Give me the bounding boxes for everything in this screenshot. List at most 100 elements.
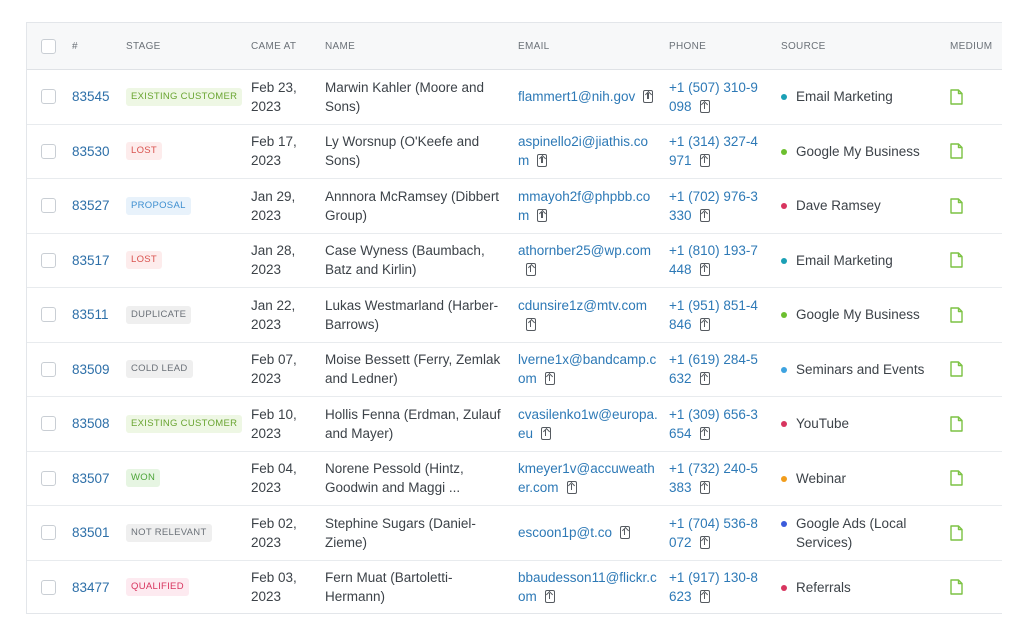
email-link[interactable]: bbaudesson11@flickr.com <box>518 570 657 605</box>
copy-phone-icon[interactable] <box>699 154 710 168</box>
email-wrap: flammert1@nih.gov <box>518 87 654 106</box>
select-all-checkbox[interactable] <box>41 38 56 54</box>
lead-id-link[interactable]: 83501 <box>72 525 110 541</box>
phone-link[interactable]: +1 (702) 976-3330 <box>669 188 758 223</box>
column-header-medium[interactable]: MEDIUM <box>950 40 993 52</box>
phone-link[interactable]: +1 (507) 310-9098 <box>669 79 758 114</box>
came-at-year: 2023 <box>251 316 282 332</box>
phone-link[interactable]: +1 (917) 130-8623 <box>669 570 758 605</box>
table-row[interactable]: 83511 DUPLICATE Jan 22, 2023 Lukas Westm… <box>27 288 1002 343</box>
column-header-number[interactable]: # <box>72 40 78 52</box>
lead-id-cell: 83511 <box>72 288 109 342</box>
phone-link[interactable]: +1 (704) 536-8072 <box>669 515 758 550</box>
email-link[interactable]: lverne1x@bandcamp.com <box>518 352 657 387</box>
email-link[interactable]: cvasilenko1w@europa.eu <box>518 406 658 441</box>
document-icon[interactable] <box>950 89 963 105</box>
copy-phone-icon[interactable] <box>699 372 710 386</box>
email-link[interactable]: aspinello2i@jiathis.com <box>518 134 649 169</box>
source-dot <box>781 203 787 210</box>
copy-email-icon[interactable] <box>620 526 631 540</box>
came-at-value: Feb 02, 2023 <box>251 514 297 552</box>
row-checkbox[interactable] <box>41 198 56 214</box>
document-icon[interactable] <box>950 525 963 541</box>
copy-email-icon[interactable] <box>544 590 555 604</box>
row-checkbox[interactable] <box>41 252 56 268</box>
copy-phone-icon[interactable] <box>699 590 710 604</box>
copy-phone-icon[interactable] <box>699 99 710 113</box>
copy-phone-icon[interactable] <box>699 426 710 440</box>
document-icon[interactable] <box>950 307 963 323</box>
table-row[interactable]: 83530 LOST Feb 17, 2023 Ly Worsnup (O'Ke… <box>27 125 1002 179</box>
phone-link[interactable]: +1 (732) 240-5383 <box>669 461 758 496</box>
table-row[interactable]: 83508 EXISTING CUSTOMER Feb 10, 2023 Hol… <box>27 397 1002 452</box>
lead-id-link[interactable]: 83527 <box>72 198 110 214</box>
document-icon[interactable] <box>950 252 963 268</box>
table-row[interactable]: 83527 PROPOSAL Jan 29, 2023 Annnora McRa… <box>27 179 1002 234</box>
document-icon[interactable] <box>950 198 963 214</box>
stage-cell: WON <box>126 452 161 506</box>
name-cell: Hollis Fenna (Erdman, Zulauf and Mayer) <box>325 397 503 451</box>
row-checkbox[interactable] <box>41 525 56 541</box>
table-row[interactable]: 83545 EXISTING CUSTOMER Feb 23, 2023 Mar… <box>27 70 1002 125</box>
email-link[interactable]: mmayoh2f@phpbb.com <box>518 188 651 223</box>
document-icon[interactable] <box>950 470 963 486</box>
row-checkbox[interactable] <box>41 361 56 377</box>
table-row[interactable]: 83507 WON Feb 04, 2023 Norene Pessold (H… <box>27 452 1002 506</box>
source-cell: YouTube <box>781 397 931 451</box>
lead-id-link[interactable]: 83509 <box>72 361 110 377</box>
column-header-stage[interactable]: STAGE <box>126 40 161 52</box>
copy-email-icon[interactable] <box>544 372 555 386</box>
email-link[interactable]: athornber25@wp.com <box>518 243 652 259</box>
stage-badge: PROPOSAL <box>126 196 191 215</box>
row-checkbox[interactable] <box>41 307 56 323</box>
phone-link[interactable]: +1 (314) 327-4971 <box>669 134 758 169</box>
document-icon[interactable] <box>950 579 963 595</box>
table-row[interactable]: 83501 NOT RELEVANT Feb 02, 2023 Stephine… <box>27 506 1002 561</box>
column-header-phone[interactable]: PHONE <box>669 40 707 52</box>
copy-email-icon[interactable] <box>566 481 577 495</box>
copy-email-icon[interactable] <box>537 208 548 222</box>
document-icon[interactable] <box>950 143 963 159</box>
lead-id-link[interactable]: 83530 <box>72 143 110 159</box>
lead-id-link[interactable]: 83511 <box>72 307 109 323</box>
document-icon[interactable] <box>950 416 963 432</box>
row-checkbox[interactable] <box>41 89 56 105</box>
lead-id-link[interactable]: 83508 <box>72 416 110 432</box>
copy-email-icon[interactable] <box>541 426 552 440</box>
column-header-name[interactable]: NAME <box>325 40 356 52</box>
phone-link[interactable]: +1 (619) 284-5632 <box>669 352 758 387</box>
copy-phone-icon[interactable] <box>699 317 710 331</box>
email-link[interactable]: kmeyer1v@accuweather.com <box>518 461 655 496</box>
document-icon[interactable] <box>950 361 963 377</box>
source-dot <box>781 366 787 373</box>
copy-email-icon[interactable] <box>526 317 536 331</box>
email-link[interactable]: cdunsire1z@mtv.com <box>518 297 647 313</box>
copy-email-icon[interactable] <box>526 263 536 277</box>
copy-phone-icon[interactable] <box>699 481 710 495</box>
phone-link[interactable]: +1 (810) 193-7448 <box>669 243 758 278</box>
phone-wrap: +1 (309) 656-3654 <box>669 405 765 443</box>
row-checkbox[interactable] <box>41 579 56 595</box>
lead-id-link[interactable]: 83517 <box>72 252 110 268</box>
lead-id-link[interactable]: 83477 <box>72 579 110 595</box>
copy-phone-icon[interactable] <box>699 535 710 549</box>
row-checkbox[interactable] <box>41 470 56 486</box>
row-checkbox[interactable] <box>41 143 56 159</box>
column-header-came-at[interactable]: CAME AT <box>251 40 297 52</box>
email-link[interactable]: flammert1@nih.gov <box>518 89 636 105</box>
table-row[interactable]: 83517 LOST Jan 28, 2023 Case Wyness (Bau… <box>27 234 1002 288</box>
table-row[interactable]: 83477 QUALIFIED Feb 03, 2023 Fern Muat (… <box>27 561 1002 614</box>
lead-id-link[interactable]: 83545 <box>72 89 110 105</box>
row-checkbox[interactable] <box>41 416 56 432</box>
table-row[interactable]: 83509 COLD LEAD Feb 07, 2023 Moise Besse… <box>27 343 1002 397</box>
phone-link[interactable]: +1 (951) 851-4846 <box>669 297 758 332</box>
copy-email-icon[interactable] <box>643 90 654 104</box>
column-header-email[interactable]: EMAIL <box>518 40 550 52</box>
lead-id-link[interactable]: 83507 <box>72 470 110 486</box>
copy-phone-icon[interactable] <box>699 208 710 222</box>
copy-email-icon[interactable] <box>537 154 548 168</box>
email-link[interactable]: escoon1p@t.co <box>518 525 613 541</box>
phone-link[interactable]: +1 (309) 656-3654 <box>669 406 758 441</box>
copy-phone-icon[interactable] <box>699 263 710 277</box>
column-header-source[interactable]: SOURCE <box>781 40 826 52</box>
